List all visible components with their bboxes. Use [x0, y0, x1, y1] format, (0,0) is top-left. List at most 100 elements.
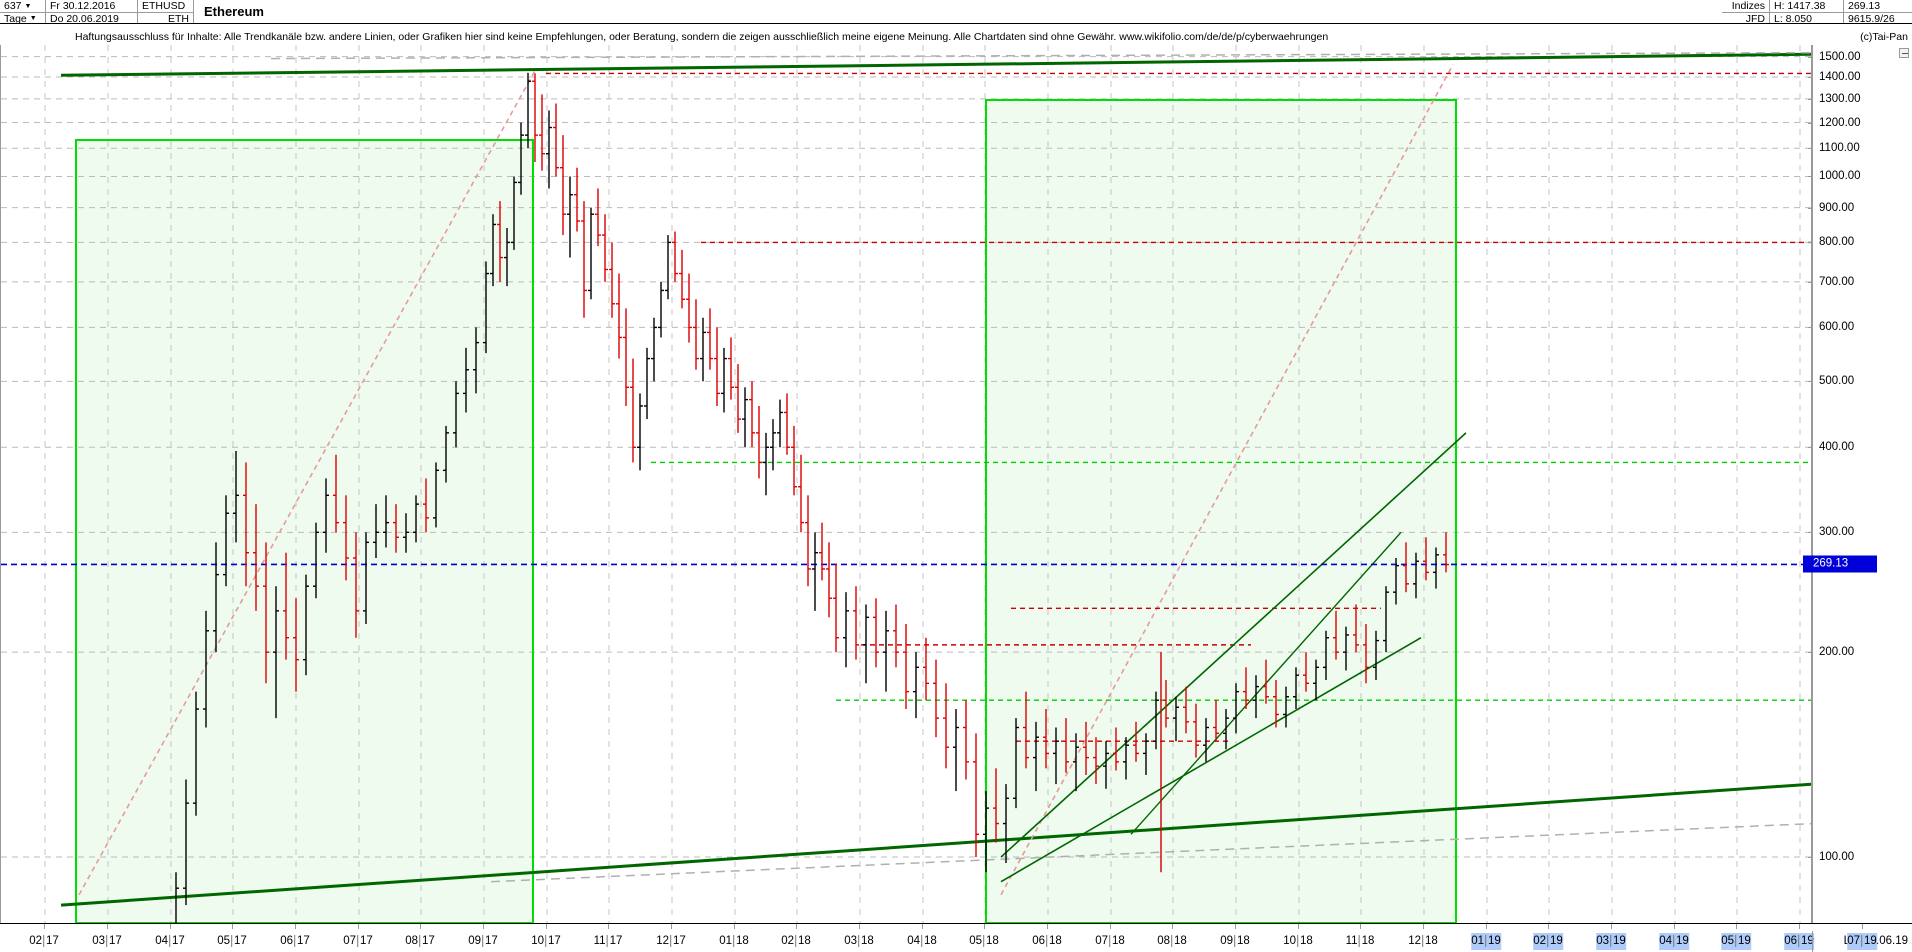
price-axis-tick [1808, 381, 1813, 383]
date-axis-label: 04 17 [155, 933, 185, 950]
date-year: 17 [545, 935, 561, 947]
date-year: 18 [858, 935, 874, 947]
chevron-down-icon: ▼ [24, 2, 32, 10]
date-month: 01 [719, 935, 732, 947]
date-month: 03 [1596, 935, 1609, 947]
date-axis-tick [796, 924, 797, 929]
date-axis-tick [420, 924, 421, 929]
date-month: 07 [1095, 935, 1108, 947]
price-axis-label: 900.00 [1819, 201, 1855, 214]
price-axis-tick [1808, 327, 1813, 329]
price-axis[interactable]: 1500.00 1400.00 1300.00 1200.00 1100.00 1000.… [1803, 45, 1912, 923]
date-year: 18 [1171, 935, 1187, 947]
long-term-support [60, 782, 1811, 907]
date-axis-tick [1235, 924, 1236, 929]
date-month: 10 [531, 935, 544, 947]
axis-separator [1812, 931, 1813, 952]
price-axis-label: 400.00 [1819, 441, 1855, 454]
date-axis-label: 03 18 [844, 933, 874, 950]
box-2019 [986, 100, 1456, 923]
date-month: 03 [844, 935, 857, 947]
date-axis-tick [1360, 924, 1361, 929]
date-axis-tick [232, 924, 233, 929]
date-axis-tick [671, 924, 672, 929]
date-axis-label: 08 18 [1157, 933, 1187, 950]
page-title: Ethereum [204, 4, 264, 19]
date-axis-label: 05 18 [969, 933, 999, 950]
date-axis-tick [608, 924, 609, 929]
price-axis-label: 600.00 [1819, 321, 1855, 334]
recovery-channel-lower [1000, 637, 1422, 883]
date-month: 03 [92, 935, 105, 947]
date-axis-tick [1486, 924, 1487, 929]
date-year: 18 [983, 935, 999, 947]
price-axis-tick [1808, 98, 1813, 100]
date-axis-label: 04 19 [1659, 933, 1689, 950]
bars-count-value: 637 [4, 0, 22, 12]
date-year: 17 [482, 935, 498, 947]
date-range-group: Fr 30.12.2016 Do 20.06.2019 [46, 0, 138, 25]
date-axis-tick [1799, 924, 1800, 929]
bars-interval-group: 637 ▼ Tage ▼ [0, 0, 46, 25]
price-axis-tick [1808, 176, 1813, 178]
date-year: 17 [419, 935, 435, 947]
chart-plot-area[interactable] [0, 45, 1812, 923]
date-axis-label: 07 17 [343, 933, 373, 950]
collapse-icon[interactable] [1899, 48, 1909, 58]
date-axis-tick [1611, 924, 1612, 929]
long-term-resistance [60, 52, 1811, 77]
current-price-badge: 269.13 [1803, 555, 1877, 573]
date-year: 18 [1046, 935, 1062, 947]
date-month: 06 [1032, 935, 1045, 947]
date-from-field[interactable]: Fr 30.12.2016 [50, 0, 116, 12]
date-month: 04 [155, 935, 168, 947]
bars-count-dropdown[interactable]: 637 ▼ [0, 0, 45, 12]
price-axis-label: 500.00 [1819, 375, 1855, 388]
date-to-field[interactable]: Do 20.06.2019 [46, 12, 137, 25]
date-axis-tick [546, 924, 547, 929]
date-axis-label: 10 18 [1283, 933, 1313, 950]
date-axis[interactable]: L 20.06.19 02170317041705170617071708170… [0, 923, 1912, 952]
date-year: 17 [294, 935, 310, 947]
price-axis-tick [1808, 122, 1813, 124]
date-month: 05 [1721, 935, 1734, 947]
category-group: Indizes JFD [1722, 0, 1770, 25]
last-price-value: 269.13 [1848, 0, 1881, 12]
date-axis-label: 09 18 [1220, 933, 1250, 950]
log-uptrend-2017 [78, 70, 536, 896]
date-month: 02 [29, 935, 42, 947]
date-axis-tick [170, 924, 171, 929]
price-axis-label: 200.00 [1819, 646, 1855, 659]
price-axis-tick [1808, 447, 1813, 449]
price-axis-label: 1200.00 [1819, 116, 1861, 129]
price-axis-label: 1400.00 [1819, 70, 1861, 83]
date-axis-label: 03 19 [1596, 933, 1626, 950]
price-axis-tick [1808, 76, 1813, 78]
date-month: 05 [969, 935, 982, 947]
last-price-group: 269.13 9615.9/26 [1844, 0, 1912, 25]
box-2019-border [985, 99, 1457, 923]
date-year: 18 [1422, 935, 1438, 947]
price-axis-tick [1808, 56, 1813, 58]
price-axis-tick [1808, 532, 1813, 534]
price-axis-tick [1808, 652, 1813, 654]
low-value: L: 8.050 [1770, 12, 1843, 25]
date-year: 18 [1297, 935, 1313, 947]
chevron-down-icon: ▼ [29, 15, 37, 22]
date-axis-tick [1736, 924, 1737, 929]
last-bar-marker: L [1844, 935, 1850, 947]
date-year: 19 [1735, 935, 1751, 947]
date-axis-tick [859, 924, 860, 929]
interval-dropdown[interactable]: Tage ▼ [0, 12, 45, 25]
date-year: 18 [921, 935, 937, 947]
chart-canvas [1, 45, 1811, 923]
date-axis-tick [358, 924, 359, 929]
date-axis-label: 05 19 [1721, 933, 1751, 950]
date-axis-tick [1110, 924, 1111, 929]
price-axis-tick [1808, 281, 1813, 283]
date-year: 17 [169, 935, 185, 947]
symbol-code[interactable]: ETHUSD [142, 0, 186, 12]
date-axis-label: 12 17 [656, 933, 686, 950]
high-low-group: H: 1417.38 L: 8.050 [1770, 0, 1844, 25]
